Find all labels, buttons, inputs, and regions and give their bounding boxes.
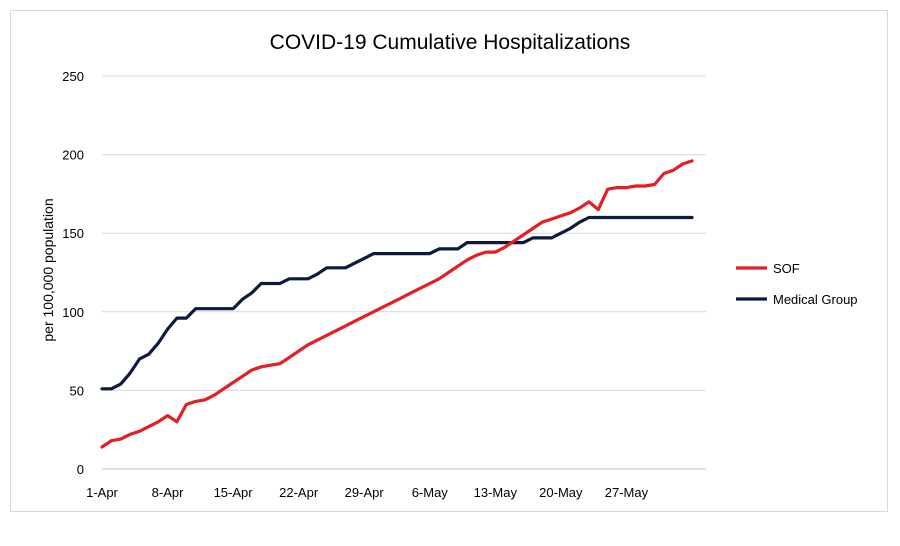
series-line-medical-group bbox=[100, 215, 694, 391]
y-tick-label: 0 bbox=[77, 462, 84, 477]
line-chart: COVID-19 Cumulative Hospitalizations per… bbox=[40, 31, 858, 500]
legend-label-medical-group: Medical Group bbox=[773, 292, 858, 307]
chart-frame: COVID-19 Cumulative Hospitalizations per… bbox=[10, 10, 888, 512]
x-tick-label: 27-May bbox=[605, 485, 649, 500]
x-tick-label: 22-Apr bbox=[279, 485, 319, 500]
series-line-sof bbox=[100, 159, 694, 449]
y-tick-label: 100 bbox=[62, 305, 84, 320]
x-axis-ticks: 1-Apr 8-Apr 15-Apr 22-Apr 29-Apr 6-May 13-May 2… bbox=[86, 485, 648, 500]
x-tick-label: 29-Apr bbox=[345, 485, 385, 500]
series-lines bbox=[100, 159, 694, 449]
x-tick-label: 13-May bbox=[474, 485, 518, 500]
legend: SOF Medical Group bbox=[736, 261, 858, 307]
legend-label-sof: SOF bbox=[773, 261, 800, 276]
x-tick-label: 15-Apr bbox=[214, 485, 254, 500]
x-tick-label: 20-May bbox=[539, 485, 583, 500]
y-axis-title: per 100,000 population bbox=[40, 198, 56, 341]
x-tick-label: 1-Apr bbox=[86, 485, 118, 500]
chart-title: COVID-19 Cumulative Hospitalizations bbox=[270, 31, 631, 54]
grid-lines bbox=[102, 75, 706, 470]
y-tick-label: 250 bbox=[62, 69, 84, 84]
y-tick-label: 50 bbox=[70, 383, 84, 398]
y-tick-label: 200 bbox=[62, 148, 84, 163]
x-tick-label: 6-May bbox=[412, 485, 449, 500]
x-tick-label: 8-Apr bbox=[152, 485, 184, 500]
y-tick-label: 150 bbox=[62, 226, 84, 241]
y-axis-ticks: 0 50 100 150 200 250 bbox=[62, 69, 84, 477]
